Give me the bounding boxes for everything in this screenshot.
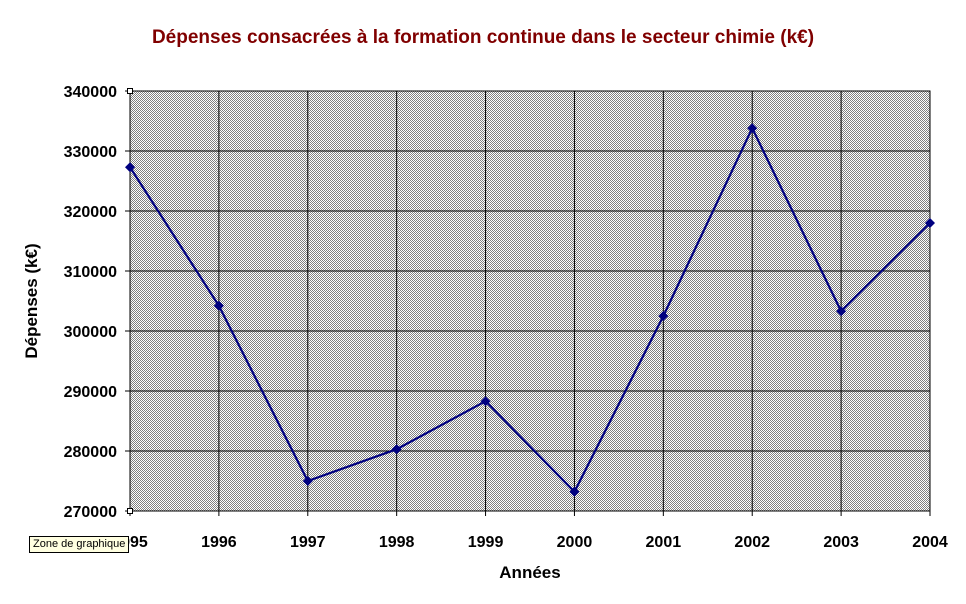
x-tick-label: 1998: [379, 534, 415, 551]
series-path: [129, 125, 931, 494]
x-tick-label: 2001: [646, 534, 682, 551]
y-axis-label: Dépenses (k€): [22, 243, 41, 358]
x-tick-label: 2000: [557, 534, 593, 551]
data-point: [480, 396, 491, 407]
x-tick-label: 1997: [290, 534, 326, 551]
y-tick-label: 340000: [64, 84, 117, 101]
plot-area[interactable]: [129, 90, 931, 512]
y-tick-label: 320000: [64, 204, 117, 221]
y-tick-label: 270000: [64, 504, 117, 521]
chart-title: Dépenses consacrées à la formation conti…: [152, 27, 814, 48]
selection-handle[interactable]: [127, 88, 133, 94]
data-point: [569, 486, 580, 497]
data-point: [925, 218, 935, 228]
y-tick-label: 290000: [64, 384, 117, 401]
y-tick-label: 330000: [64, 144, 117, 161]
data-point: [391, 444, 402, 455]
selection-handle[interactable]: [127, 508, 133, 514]
y-axis: 270000 280000 290000 300000 310000 320000 3300…: [64, 84, 130, 521]
chart-area-tooltip: Zone de graphique: [29, 536, 130, 553]
data-point: [747, 123, 758, 134]
x-tick-label: 2002: [734, 534, 770, 551]
series-line: [125, 123, 935, 497]
data-point: [836, 306, 847, 317]
data-point: [302, 476, 313, 486]
data-point: [658, 311, 669, 321]
x-axis-label: Années: [499, 563, 560, 582]
y-tick-label: 300000: [64, 324, 117, 341]
data-point: [125, 162, 135, 173]
x-axis: 1995 1996 1997 1998 1999 2000 2001 2002 2003 2004: [112, 511, 948, 551]
x-tick-label: 1996: [201, 534, 237, 551]
x-tick-label: 2004: [912, 534, 948, 551]
data-point: [213, 300, 224, 311]
y-tick-label: 280000: [64, 444, 117, 461]
x-tick-label: 1999: [468, 534, 504, 551]
y-tick-label: 310000: [64, 264, 117, 281]
x-tick-label: 2003: [823, 534, 859, 551]
